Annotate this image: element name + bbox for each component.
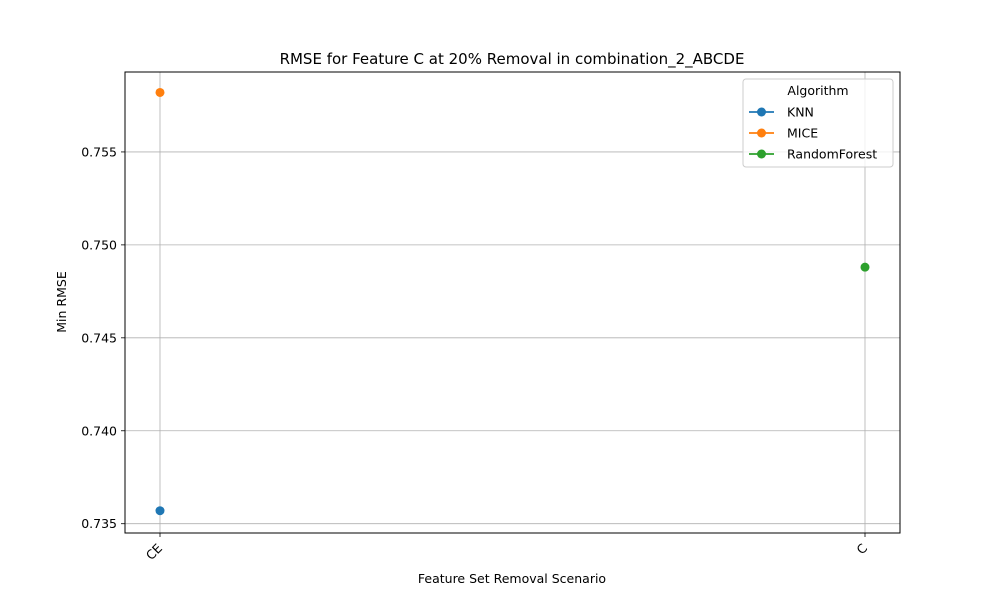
y-tick-label: 0.740 bbox=[81, 423, 117, 438]
legend-marker bbox=[757, 128, 766, 138]
y-tick-label: 0.755 bbox=[81, 144, 117, 159]
chart-title: RMSE for Feature C at 20% Removal in com… bbox=[280, 50, 745, 69]
legend-marker bbox=[757, 107, 766, 117]
y-tick-label: 0.735 bbox=[81, 516, 117, 531]
data-points bbox=[155, 87, 870, 516]
legend-item-randomforest: RandomForest bbox=[749, 147, 877, 162]
legend: Algorithm KNN MICE RandomForest bbox=[742, 78, 894, 168]
legend-item-mice: MICE bbox=[749, 126, 818, 141]
data-point-randomforest bbox=[860, 262, 870, 272]
legend-marker bbox=[757, 149, 766, 159]
legend-item-knn: KNN bbox=[749, 105, 814, 120]
y-tick-label: 0.750 bbox=[81, 237, 117, 252]
data-point-mice bbox=[155, 87, 165, 97]
legend-label: MICE bbox=[787, 126, 818, 141]
legend-label: RandomForest bbox=[787, 147, 877, 162]
plot-area-frame bbox=[124, 71, 901, 534]
legend-label: KNN bbox=[787, 105, 814, 120]
data-point-knn bbox=[155, 506, 165, 516]
grid-lines bbox=[125, 72, 900, 533]
y-axis-title: Min RMSE bbox=[54, 271, 69, 333]
legend-frame bbox=[742, 78, 894, 168]
legend-items: KNN MICE RandomForest bbox=[749, 105, 877, 162]
x-axis-title: Feature Set Removal Scenario bbox=[418, 571, 606, 586]
legend-title: Algorithm bbox=[787, 83, 848, 98]
y-tick-label: 0.745 bbox=[81, 330, 117, 345]
